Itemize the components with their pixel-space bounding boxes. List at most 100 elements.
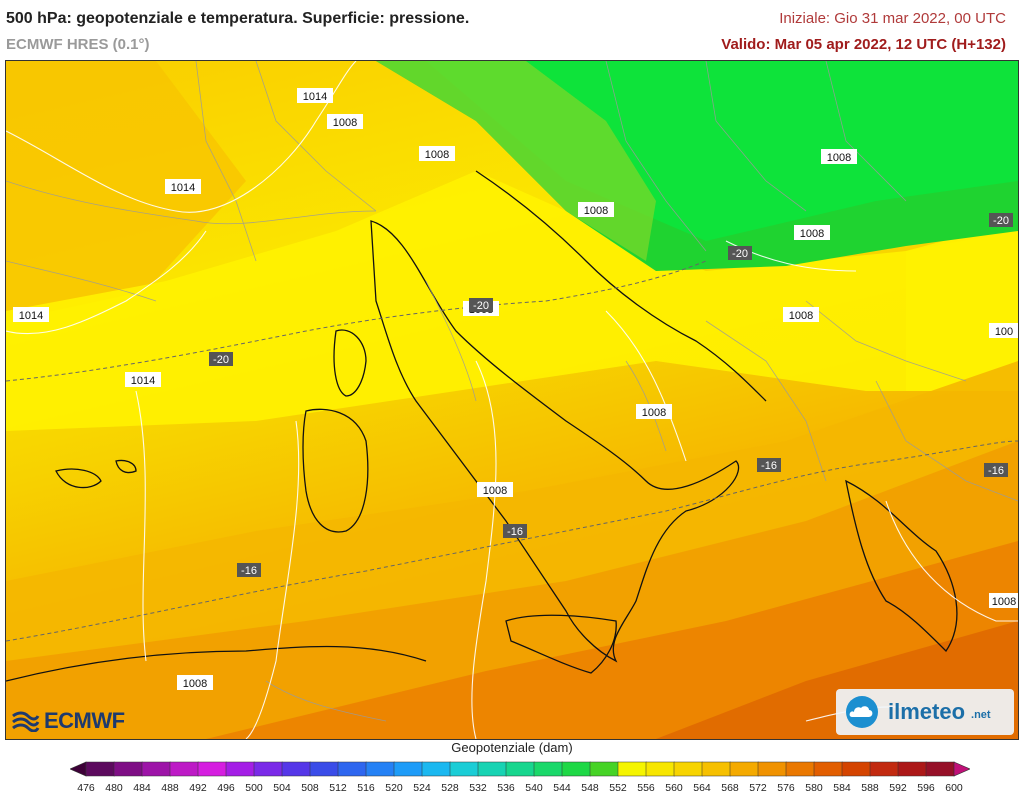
geopotential-band-560 bbox=[6, 171, 1018, 431]
colorbar-tick-label: 496 bbox=[217, 782, 235, 794]
svg-text:1014: 1014 bbox=[303, 91, 327, 103]
colorbar-tick-label: 548 bbox=[581, 782, 599, 794]
colorbar-tick-label: 572 bbox=[749, 782, 767, 794]
colorbar-tick-label: 476 bbox=[77, 782, 95, 794]
colorbar-arrow-high bbox=[953, 761, 970, 777]
temperature-labels: -20 -20 -20 -20 -16 -16 -16 -16 bbox=[209, 213, 1013, 577]
pressure-label: 1014 bbox=[125, 372, 161, 387]
colorbar-segment bbox=[869, 761, 899, 777]
pressure-label: 1008 bbox=[477, 482, 513, 497]
colorbar-segment bbox=[85, 761, 115, 777]
geopotential-band-556 bbox=[6, 61, 246, 321]
model-label: ECMWF HRES (0.1°) bbox=[6, 36, 150, 53]
temp-label: -20 bbox=[728, 246, 752, 260]
colorbar-segment bbox=[561, 761, 591, 777]
colorbar-tick-label: 492 bbox=[189, 782, 207, 794]
colorbar-segment bbox=[533, 761, 563, 777]
colorbar-segment bbox=[477, 761, 507, 777]
pressure-label: 1008 bbox=[327, 114, 363, 129]
colorbar-segment bbox=[141, 761, 171, 777]
ecmwf-logo: ECMWF bbox=[10, 708, 125, 734]
svg-text:-20: -20 bbox=[473, 300, 489, 312]
weather-map[interactable]: 1014 1008 1008 1014 1008 1014 1008 1014 … bbox=[5, 60, 1019, 740]
colorbar-segment bbox=[449, 761, 479, 777]
svg-text:1008: 1008 bbox=[827, 152, 851, 164]
pressure-label: 1014 bbox=[13, 307, 49, 322]
colorbar-tick-label: 536 bbox=[497, 782, 515, 794]
svg-text:-16: -16 bbox=[988, 465, 1004, 477]
colorbar-tick-label: 596 bbox=[917, 782, 935, 794]
svg-text:1008: 1008 bbox=[584, 205, 608, 217]
colorbar-tick-label: 532 bbox=[469, 782, 487, 794]
colorbar-segment bbox=[197, 761, 227, 777]
colorbar-tick-label: 528 bbox=[441, 782, 459, 794]
svg-text:1014: 1014 bbox=[19, 310, 43, 322]
pressure-label: 1014 bbox=[165, 179, 201, 194]
cloud-icon bbox=[846, 696, 878, 728]
ilmeteo-logo-suffix: .net bbox=[971, 709, 991, 721]
isotherms bbox=[6, 260, 1018, 642]
svg-text:1014: 1014 bbox=[171, 182, 195, 194]
colorbar-tick-label: 564 bbox=[693, 782, 711, 794]
valid-time: Valido: Mar 05 apr 2022, 12 UTC (H+132) bbox=[721, 36, 1006, 53]
pressure-label: 1008 bbox=[177, 675, 213, 690]
colorbar-tick-label: 484 bbox=[133, 782, 151, 794]
colorbar-tick-label: 508 bbox=[301, 782, 319, 794]
ecmwf-logo-text: ECMWF bbox=[44, 708, 125, 733]
colorbar-tick-label: 552 bbox=[609, 782, 627, 794]
svg-text:1008: 1008 bbox=[333, 117, 357, 129]
map-svg: 1014 1008 1008 1014 1008 1014 1008 1014 … bbox=[6, 61, 1018, 739]
pressure-label: 1008 bbox=[419, 146, 455, 161]
colorbar-tick-label: 540 bbox=[525, 782, 543, 794]
colorbar-tick-label: 544 bbox=[553, 782, 571, 794]
temp-label: -16 bbox=[757, 458, 781, 472]
svg-text:100: 100 bbox=[995, 326, 1013, 338]
colorbar-segment bbox=[505, 761, 535, 777]
colorbar-tick-label: 520 bbox=[385, 782, 403, 794]
colorbar-segment bbox=[253, 761, 283, 777]
svg-text:1008: 1008 bbox=[183, 678, 207, 690]
svg-text:1008: 1008 bbox=[789, 310, 813, 322]
svg-text:1008: 1008 bbox=[800, 228, 824, 240]
colorbar-segment bbox=[841, 761, 871, 777]
map-title: 500 hPa: geopotenziale e temperatura. Su… bbox=[6, 10, 470, 27]
temp-label: -16 bbox=[984, 463, 1008, 477]
svg-text:1008: 1008 bbox=[642, 407, 666, 419]
pressure-label: 1008 bbox=[578, 202, 614, 217]
colorbar-title: Geopotenziale (dam) bbox=[451, 740, 573, 755]
colorbar bbox=[70, 761, 970, 777]
colorbar-tick-label: 524 bbox=[413, 782, 431, 794]
temp-label: -20 bbox=[209, 352, 233, 366]
pressure-label: 1008 bbox=[794, 225, 830, 240]
pressure-label: 1014 bbox=[297, 88, 333, 103]
colorbar-tick-label: 584 bbox=[833, 782, 851, 794]
temp-label: -20 bbox=[469, 298, 493, 312]
colorbar-arrow-low bbox=[70, 761, 87, 777]
pressure-label: 100 bbox=[989, 323, 1018, 338]
colorbar-segment bbox=[421, 761, 451, 777]
svg-text:1008: 1008 bbox=[425, 149, 449, 161]
svg-text:-20: -20 bbox=[213, 354, 229, 366]
colorbar-tick-label: 504 bbox=[273, 782, 291, 794]
colorbar-tick-label: 488 bbox=[161, 782, 179, 794]
colorbar-segment bbox=[645, 761, 675, 777]
colorbar-segment bbox=[785, 761, 815, 777]
pressure-label: 1008 bbox=[989, 593, 1018, 608]
colorbar-segment bbox=[617, 761, 647, 777]
colorbar-tick-label: 560 bbox=[665, 782, 683, 794]
init-time: Iniziale: Gio 31 mar 2022, 00 UTC bbox=[779, 10, 1006, 27]
svg-text:1014: 1014 bbox=[131, 375, 155, 387]
colorbar-segment bbox=[813, 761, 843, 777]
svg-text:-16: -16 bbox=[241, 565, 257, 577]
ecmwf-logo-icon bbox=[12, 711, 40, 732]
colorbar-tick-label: 516 bbox=[357, 782, 375, 794]
ilmeteo-logo-text: ilmeteo bbox=[888, 699, 966, 724]
colorbar-segment bbox=[281, 761, 311, 777]
colorbar-segment bbox=[925, 761, 955, 777]
svg-text:-20: -20 bbox=[993, 215, 1009, 227]
pressure-labels: 1014 1008 1008 1014 1008 1014 1008 1014 … bbox=[13, 88, 1018, 690]
ilmeteo-logo[interactable]: ilmeteo .net bbox=[836, 689, 1014, 735]
colorbar-segment bbox=[729, 761, 759, 777]
colorbar-segment bbox=[897, 761, 927, 777]
colorbar-tick-label: 600 bbox=[945, 782, 963, 794]
